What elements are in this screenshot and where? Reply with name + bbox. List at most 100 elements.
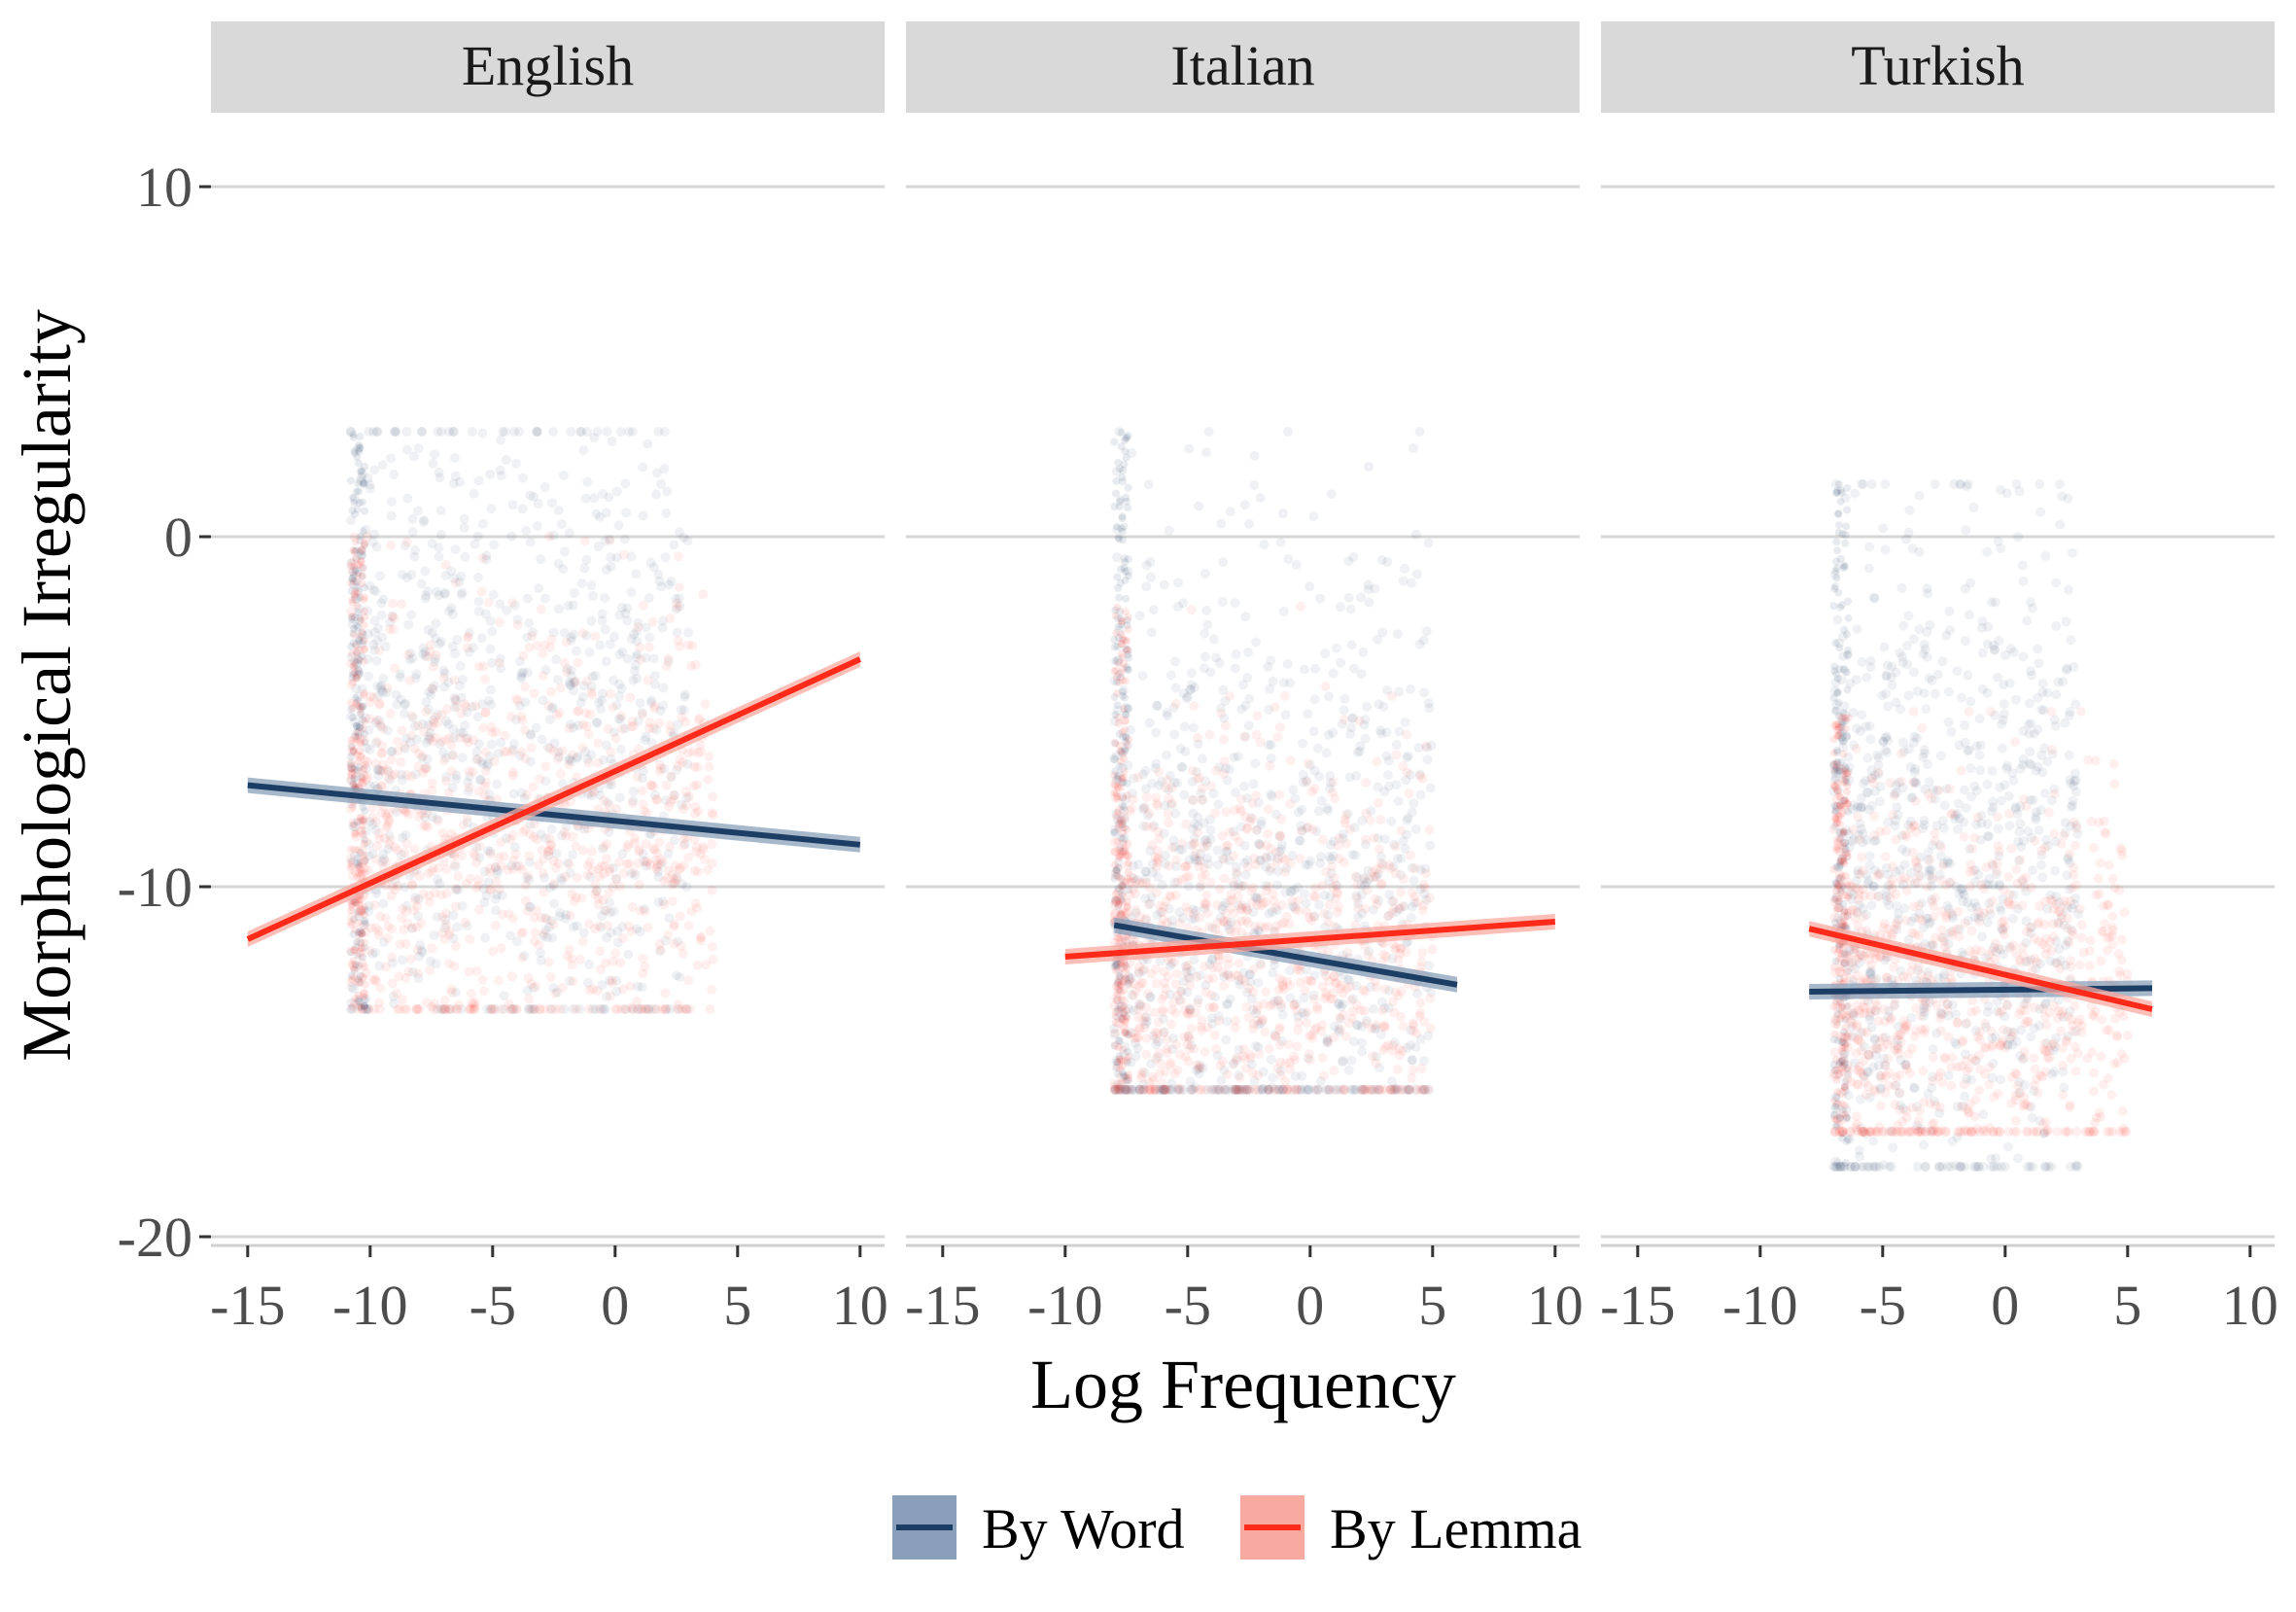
scatter-point xyxy=(1321,867,1331,877)
scatter-point xyxy=(372,716,382,725)
scatter-point xyxy=(1201,900,1211,910)
scatter-point xyxy=(1119,824,1127,831)
scatter-point xyxy=(1200,629,1209,639)
scatter-point xyxy=(1222,841,1232,851)
scatter-point xyxy=(1323,1036,1333,1046)
scatter-point xyxy=(1868,1137,1878,1146)
scatter-point xyxy=(428,683,437,693)
scatter-point xyxy=(1161,984,1170,994)
scatter-point xyxy=(1272,732,1282,742)
scatter-point xyxy=(451,884,461,894)
scatter-point xyxy=(357,866,365,874)
scatter-point xyxy=(1961,636,1970,646)
scatter-point xyxy=(1188,809,1198,819)
scatter-point xyxy=(1286,755,1296,765)
scatter-point xyxy=(1346,722,1356,732)
scatter-point xyxy=(1411,1085,1421,1095)
scatter-point xyxy=(1275,1040,1285,1050)
scatter-point xyxy=(1324,691,1334,701)
scatter-point xyxy=(1112,1012,1120,1020)
scatter-point xyxy=(453,871,463,881)
scatter-point xyxy=(1144,808,1154,818)
scatter-point xyxy=(1135,999,1145,1009)
scatter-point xyxy=(502,455,511,465)
scatter-point xyxy=(555,1004,565,1014)
scatter-point xyxy=(403,619,413,629)
scatter-point xyxy=(1427,945,1437,955)
scatter-point xyxy=(418,752,428,761)
scatter-point xyxy=(1412,897,1422,907)
scatter-point xyxy=(1999,680,2008,689)
scatter-point xyxy=(1404,788,1413,798)
scatter-point xyxy=(603,724,612,734)
scatter-point xyxy=(1308,511,1318,521)
scatter-point xyxy=(428,737,437,747)
scatter-point xyxy=(1188,795,1198,805)
scatter-point xyxy=(546,972,556,982)
scatter-point xyxy=(1232,867,1241,877)
scatter-point xyxy=(1374,844,1384,854)
scatter-point xyxy=(590,671,600,681)
scatter-point xyxy=(1298,739,1307,749)
scatter-point xyxy=(1412,570,1422,579)
scatter-point xyxy=(393,881,402,891)
scatter-point xyxy=(1171,855,1181,864)
scatter-point xyxy=(1983,780,1993,789)
scatter-point xyxy=(1230,908,1239,918)
scatter-point xyxy=(1194,1085,1203,1095)
scatter-point xyxy=(1302,777,1311,787)
scatter-point xyxy=(1426,783,1436,792)
scatter-point xyxy=(614,680,624,689)
scatter-point xyxy=(1134,611,1144,620)
scatter-point xyxy=(402,494,412,504)
scatter-point xyxy=(629,787,639,796)
scatter-point xyxy=(595,641,605,650)
scatter-point xyxy=(1186,684,1196,694)
scatter-point xyxy=(705,762,714,772)
scatter-point xyxy=(611,733,621,743)
scatter-point xyxy=(1181,901,1191,911)
scatter-point xyxy=(1267,740,1276,750)
scatter-point xyxy=(2051,578,2061,588)
scatter-point xyxy=(1304,758,1313,768)
scatter-point xyxy=(614,520,624,530)
scatter-point xyxy=(497,1004,506,1014)
scatter-point xyxy=(1235,837,1244,847)
scatter-point xyxy=(1407,1073,1416,1083)
scatter-point xyxy=(1389,904,1399,914)
scatter-point xyxy=(521,881,531,891)
scatter-point xyxy=(1338,1056,1347,1066)
scatter-point xyxy=(1162,1034,1171,1044)
scatter-point xyxy=(1198,753,1207,763)
scatter-point xyxy=(1252,825,1262,835)
scatter-point xyxy=(627,634,637,644)
scatter-point xyxy=(473,881,483,891)
scatter-point xyxy=(1336,1025,1345,1034)
scatter-point xyxy=(1347,850,1357,859)
scatter-point xyxy=(1264,804,1273,814)
scatter-point xyxy=(602,932,611,942)
scatter-point xyxy=(368,692,378,702)
scatter-point xyxy=(529,832,539,842)
scatter-point xyxy=(1922,627,1931,637)
scatter-point xyxy=(1351,771,1361,781)
scatter-point xyxy=(1135,1085,1145,1095)
scatter-point xyxy=(1221,1034,1231,1044)
scatter-point xyxy=(485,867,495,877)
scatter-point xyxy=(1257,900,1267,910)
scatter-point xyxy=(674,552,683,562)
scatter-point xyxy=(1138,671,1148,681)
scatter-point xyxy=(375,983,385,993)
scatter-point xyxy=(412,901,422,911)
scatter-point xyxy=(1214,1016,1224,1026)
scatter-point xyxy=(350,631,358,639)
scatter-point xyxy=(1422,626,1432,636)
scatter-point xyxy=(372,855,382,864)
scatter-point xyxy=(609,882,618,892)
scatter-point xyxy=(1292,1006,1302,1016)
scatter-point xyxy=(519,650,529,660)
scatter-point xyxy=(547,824,557,834)
scatter-point xyxy=(1304,823,1313,832)
scatter-point xyxy=(573,921,582,930)
scatter-point xyxy=(1377,879,1387,889)
